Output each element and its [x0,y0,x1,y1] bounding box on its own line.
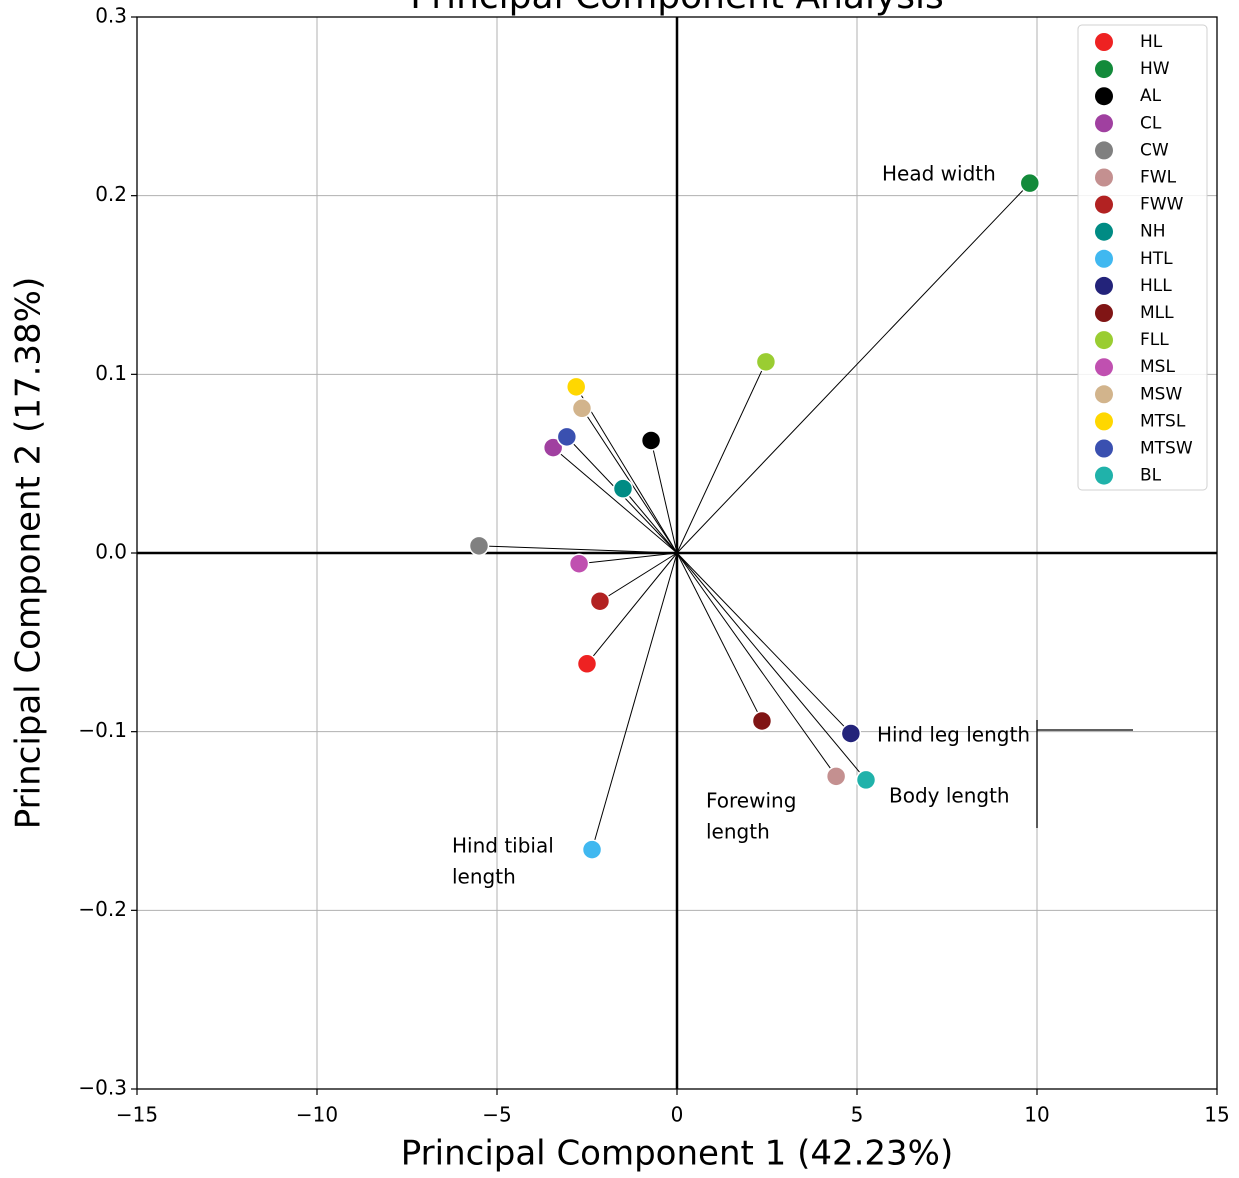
y-tick-label: −0.3 [78,1076,127,1100]
annotation: Body length [889,784,1010,808]
legend-label: CL [1140,113,1162,133]
annotation: length [452,865,516,889]
legend-label: AL [1140,86,1162,106]
legend-label: FWW [1140,195,1184,215]
legend-marker [1095,114,1113,133]
legend-marker [1095,385,1113,404]
x-tick-label: 5 [851,1103,864,1127]
x-tick-label: −10 [296,1103,338,1127]
legend-label: BL [1140,466,1162,486]
legend-label: HL [1140,32,1163,52]
legend-label: HLL [1140,276,1172,296]
point [571,398,593,419]
y-tick-label: −0.1 [78,718,127,742]
legend-label: MSW [1140,384,1182,404]
x-tick-label: −15 [116,1103,158,1127]
annotation: length [706,820,770,844]
point [556,426,578,448]
point [565,376,587,398]
chart-title: Principal Component Analysis [410,0,944,17]
point [589,590,611,612]
point [1019,172,1041,194]
legend-label: NH [1140,222,1166,242]
annotation: Hind leg length [877,723,1030,747]
legend-marker [1095,249,1113,268]
legend-label: MSL [1140,357,1175,377]
annotation: Hind tibial [452,834,554,858]
y-tick-label: 0.3 [95,4,127,28]
loading-line [579,552,678,565]
loading-line [478,545,678,554]
legend-marker [1095,304,1113,322]
loading-line [575,386,678,554]
legend-marker [1095,331,1113,350]
point [576,653,598,675]
point [751,710,773,732]
loading-line [676,552,763,722]
legend-marker [1095,33,1113,51]
loading-line [676,552,852,734]
legend-box [1077,24,1208,491]
point [612,478,634,499]
loading-line [581,408,678,554]
point [568,553,590,574]
legend-marker [1095,358,1113,377]
legend-marker [1095,222,1113,241]
point [825,766,847,787]
point [855,769,877,791]
x-tick-label: 15 [1204,1103,1229,1127]
x-tick-label: 10 [1024,1103,1049,1127]
loading-line [591,552,678,850]
loading-line [586,552,678,665]
y-tick-label: 0.1 [95,361,127,385]
legend-marker [1095,87,1113,106]
legend-label: MTSW [1140,439,1193,459]
y-axis-label: Principal Component 2 (17.38%) [9,277,49,830]
loading-line [676,552,867,781]
x-tick-label: 0 [671,1103,684,1127]
legend-marker [1095,60,1113,79]
legend-label: FWL [1140,168,1177,188]
point [755,351,777,373]
loading-line [599,552,678,602]
legend-marker [1095,195,1113,214]
point [542,437,564,458]
legend-label: HW [1140,59,1170,79]
legend-marker [1095,439,1113,458]
annotation: Forewing [706,789,796,813]
x-tick-label: −5 [482,1103,511,1127]
loading-line [676,182,1031,554]
loading-line [552,447,678,554]
annotation: Head width [882,162,996,186]
legend-label: CW [1140,140,1169,160]
legend-label: MLL [1140,303,1174,323]
legend-label: MTSL [1140,411,1186,431]
legend-marker [1095,141,1113,160]
loading-line [676,361,767,554]
loading-line [622,488,678,554]
y-tick-label: 0.0 [95,540,127,564]
legend-label: HTL [1140,249,1173,269]
point [468,535,490,557]
x-axis-label: Principal Component 1 (42.23%) [401,1134,954,1174]
legend-marker [1095,466,1113,485]
point [840,723,862,744]
legend-marker [1095,412,1113,431]
y-tick-label: −0.2 [78,897,127,921]
y-tick-label: 0.2 [95,182,127,206]
legend-marker [1095,168,1113,187]
point [581,839,603,860]
loading-line [676,552,837,777]
loading-line [650,440,678,554]
point [640,430,662,451]
legend-marker [1095,276,1113,295]
legend-label: FLL [1140,330,1169,350]
